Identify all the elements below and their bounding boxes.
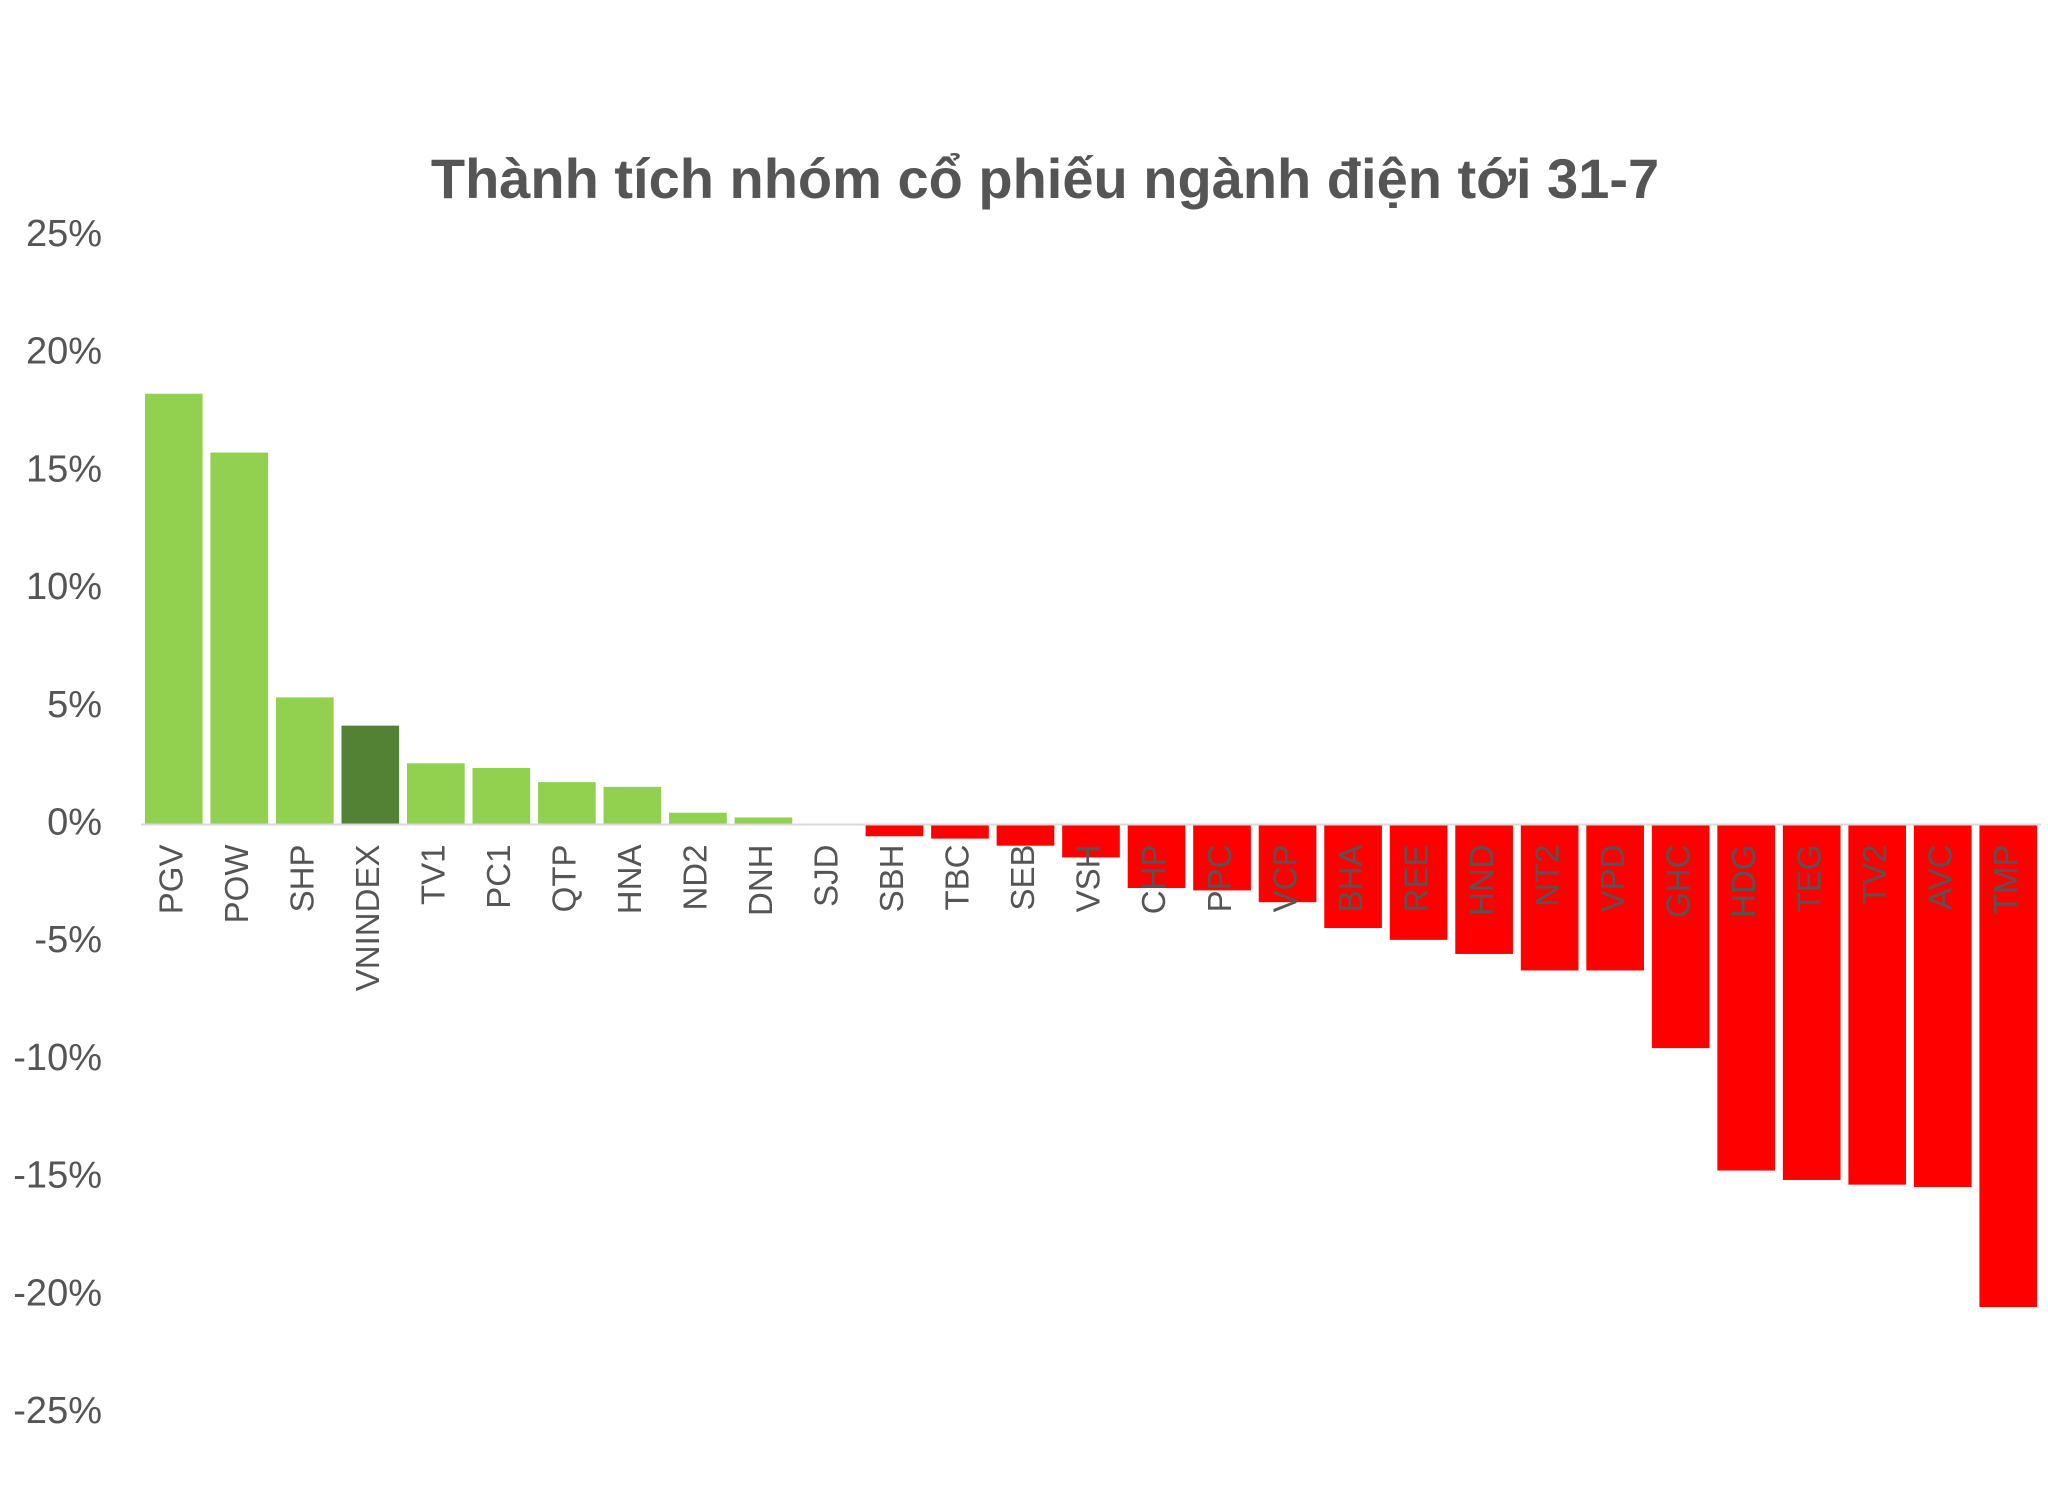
x-tick-label: QTP	[546, 845, 583, 913]
bar	[1913, 824, 1972, 1188]
bar	[1586, 824, 1644, 971]
x-tick-label: HNA	[611, 845, 648, 915]
bar	[603, 786, 662, 825]
x-tick-label: VPD	[1594, 845, 1631, 913]
bar	[1258, 824, 1317, 903]
bar	[275, 697, 334, 825]
bar	[1979, 824, 2038, 1308]
y-tick-label: -5%	[34, 919, 102, 961]
bar	[472, 768, 531, 825]
x-tick-label: VNINDEX	[349, 845, 386, 992]
bar	[865, 824, 924, 837]
bar	[1389, 824, 1448, 940]
x-tick-label: BHA	[1332, 845, 1369, 913]
bar	[1324, 824, 1382, 929]
bar	[734, 817, 793, 825]
x-tick-label: AVC	[1921, 845, 1958, 910]
bar	[538, 782, 596, 825]
x-tick-label: TMP	[1987, 844, 2024, 914]
bar	[1782, 824, 1841, 1180]
chart-title: Thành tích nhóm cổ phiếu ngành điện tới …	[431, 147, 1659, 210]
x-tick-label: TV2	[1856, 845, 1893, 906]
x-tick-label: SHP	[284, 845, 321, 913]
bar	[1848, 824, 1907, 1185]
x-tick-label: VCP	[1266, 845, 1303, 913]
y-tick-label: 25%	[26, 213, 102, 255]
x-tick-label: HDG	[1725, 845, 1762, 918]
y-tick-label: -15%	[13, 1155, 102, 1197]
y-tick-label: -20%	[13, 1272, 102, 1314]
y-tick-label: 5%	[47, 684, 102, 726]
bar	[669, 812, 727, 825]
x-tick-label: SEB	[1004, 845, 1041, 911]
bar	[1651, 824, 1710, 1049]
y-tick-label: 15%	[26, 448, 102, 490]
y-tick-label: 0%	[47, 802, 102, 844]
bar	[1717, 824, 1775, 1171]
x-tick-label: PC1	[480, 845, 517, 909]
x-tick-label: REE	[1397, 845, 1434, 913]
x-tick-label: TBC	[939, 845, 976, 911]
bar	[407, 763, 465, 825]
bar	[1127, 824, 1186, 889]
x-tick-label: TV1	[415, 845, 452, 906]
x-tick-label: PGV	[152, 845, 189, 915]
y-tick-label: -10%	[13, 1037, 102, 1079]
x-tick-label: SJD	[808, 845, 845, 907]
y-tick-label: 10%	[26, 566, 102, 608]
x-tick-label: SBH	[873, 845, 910, 913]
y-tick-label: 20%	[26, 331, 102, 373]
bar	[1193, 824, 1251, 891]
bar	[1455, 824, 1513, 954]
x-tick-label: DNH	[742, 845, 779, 917]
x-tick-label: TEG	[1790, 845, 1827, 913]
bar	[144, 393, 203, 825]
x-tick-label: HND	[1463, 845, 1500, 917]
bar	[210, 452, 269, 825]
y-tick-label: -25%	[13, 1390, 102, 1432]
bar	[341, 725, 400, 825]
x-tick-label: CHP	[1135, 845, 1172, 915]
bar	[1520, 824, 1579, 971]
x-tick-label: PPC	[1201, 845, 1238, 913]
x-tick-label: VSH	[1070, 845, 1107, 913]
x-tick-label: POW	[218, 844, 255, 924]
bar	[1062, 824, 1120, 858]
x-tick-label: NT2	[1528, 845, 1565, 907]
x-tick-label: GHC	[1659, 845, 1696, 918]
bar	[996, 824, 1055, 846]
x-tick-label: ND2	[677, 845, 714, 911]
bar	[931, 824, 989, 839]
